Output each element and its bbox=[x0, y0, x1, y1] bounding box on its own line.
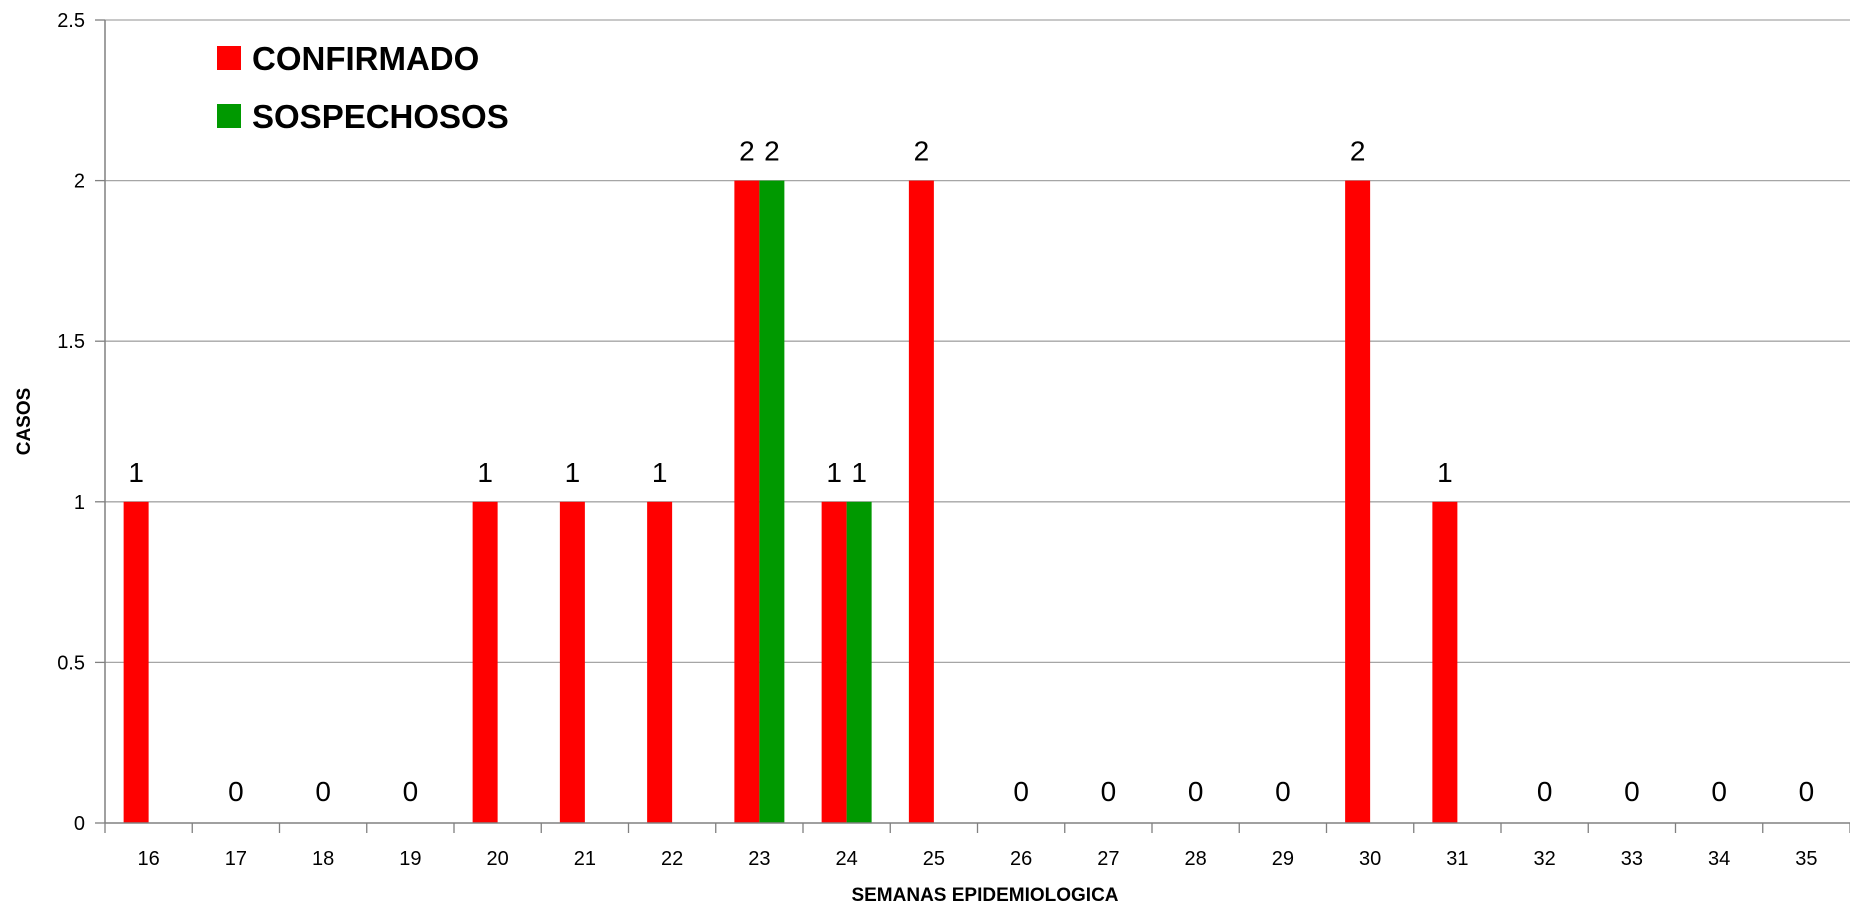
data-label: 0 bbox=[228, 776, 244, 807]
data-label: 0 bbox=[1013, 776, 1029, 807]
data-label: 2 bbox=[764, 136, 780, 167]
x-tick-label: 33 bbox=[1621, 848, 1643, 870]
data-label: 0 bbox=[1799, 776, 1815, 807]
y-tick-label: 2 bbox=[74, 171, 85, 193]
data-label: 1 bbox=[1437, 457, 1453, 488]
y-tick-label: 0 bbox=[74, 813, 85, 835]
x-tick-label: 18 bbox=[312, 848, 334, 870]
legend-label-sospechosos: SOSPECHOSOS bbox=[252, 98, 509, 135]
x-tick-label: 31 bbox=[1446, 848, 1468, 870]
x-tick-label: 16 bbox=[138, 848, 160, 870]
x-tick-label: 20 bbox=[487, 848, 509, 870]
x-tick-label: 27 bbox=[1097, 848, 1119, 870]
data-label: 2 bbox=[1350, 136, 1366, 167]
data-label: 0 bbox=[1711, 776, 1727, 807]
legend: CONFIRMADO SOSPECHOSOS bbox=[217, 40, 509, 135]
bar-confirmado bbox=[123, 501, 149, 823]
x-tick-label: 22 bbox=[661, 848, 683, 870]
bars bbox=[123, 180, 1458, 824]
data-label: 0 bbox=[1537, 776, 1553, 807]
data-label: 2 bbox=[739, 136, 755, 167]
x-tick-label: 23 bbox=[748, 848, 770, 870]
bar-sospechosos bbox=[846, 501, 872, 823]
data-label: 1 bbox=[128, 457, 144, 488]
bar-confirmado bbox=[908, 180, 934, 824]
legend-swatch-confirmado bbox=[217, 46, 241, 70]
data-label: 0 bbox=[403, 776, 419, 807]
data-label: 0 bbox=[1275, 776, 1291, 807]
legend-swatch-sospechosos bbox=[217, 104, 241, 128]
data-label: 0 bbox=[1188, 776, 1204, 807]
data-label: 0 bbox=[1624, 776, 1640, 807]
data-label: 1 bbox=[826, 457, 842, 488]
x-tick-label: 19 bbox=[399, 848, 421, 870]
x-tick-label: 28 bbox=[1185, 848, 1207, 870]
bar-confirmado bbox=[472, 501, 498, 823]
x-tick-label: 30 bbox=[1359, 848, 1381, 870]
y-axis-title: CASOS bbox=[14, 388, 35, 456]
x-tick-label: 35 bbox=[1795, 848, 1817, 870]
x-tick-label: 24 bbox=[836, 848, 858, 870]
data-label: 0 bbox=[1101, 776, 1117, 807]
bar-sospechosos bbox=[759, 180, 785, 824]
bar-confirmado bbox=[734, 180, 760, 824]
data-label: 1 bbox=[565, 457, 581, 488]
data-label: 1 bbox=[477, 457, 493, 488]
axes: 00.511.522.516 17 18 19 20 21 22 23 24 25 26 27 28 29… bbox=[57, 10, 1850, 870]
y-tick-label: 1 bbox=[74, 492, 85, 514]
bar-confirmado bbox=[1345, 180, 1371, 824]
data-label: 0 bbox=[315, 776, 331, 807]
bar-confirmado bbox=[647, 501, 673, 823]
bar-confirmado bbox=[559, 501, 585, 823]
data-label: 2 bbox=[914, 136, 930, 167]
gridlines bbox=[105, 19, 1850, 664]
x-tick-label: 17 bbox=[225, 848, 247, 870]
legend-label-confirmado: CONFIRMADO bbox=[252, 40, 479, 77]
bar-confirmado bbox=[1432, 501, 1458, 823]
data-label: 1 bbox=[652, 457, 668, 488]
x-tick-label: 21 bbox=[574, 848, 596, 870]
x-tick-label: 26 bbox=[1010, 848, 1032, 870]
y-tick-label: 1.5 bbox=[57, 331, 85, 353]
y-tick-label: 0.5 bbox=[57, 652, 85, 674]
x-axis-title: SEMANAS EPIDEMIOLOGICA bbox=[851, 885, 1118, 906]
y-tick-label: 2.5 bbox=[57, 10, 85, 32]
bar-confirmado bbox=[821, 501, 847, 823]
x-tick-label: 32 bbox=[1534, 848, 1556, 870]
x-tick-label: 29 bbox=[1272, 848, 1294, 870]
x-tick-label: 25 bbox=[923, 848, 945, 870]
data-label: 1 bbox=[851, 457, 867, 488]
x-tick-label: 34 bbox=[1708, 848, 1730, 870]
